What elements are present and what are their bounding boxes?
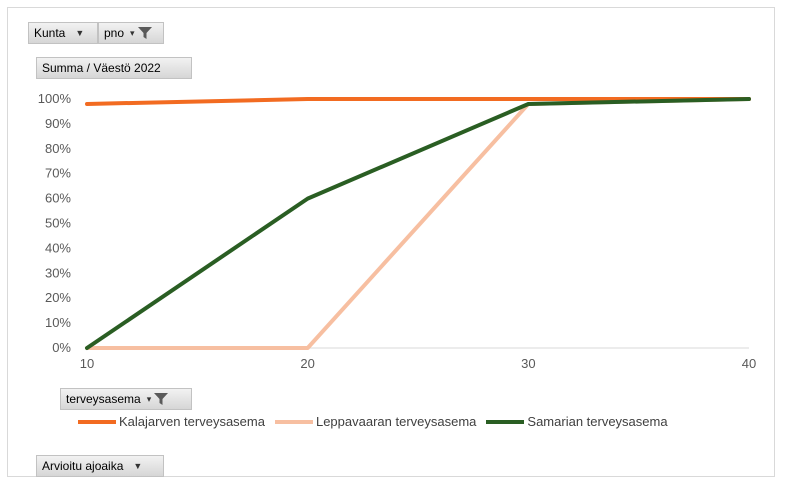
x-tick-label: 30: [521, 356, 535, 371]
pno-field-button[interactable]: pno ▾: [98, 22, 164, 44]
legend-swatch: [78, 419, 116, 424]
kunta-field-label: Kunta: [34, 26, 66, 40]
y-tick-label: 40%: [45, 240, 71, 255]
terveysasema-field-button[interactable]: terveysasema ▾: [60, 388, 192, 410]
chevron-down-icon[interactable]: ▾: [130, 27, 135, 38]
legend-swatch: [486, 419, 525, 424]
chevron-down-icon[interactable]: ▼: [133, 461, 143, 471]
series-line[interactable]: [85, 97, 751, 350]
pno-field-label: pno: [104, 26, 125, 40]
arvioitu-ajoaika-field-button[interactable]: Arvioitu ajoaika ▼: [36, 455, 164, 477]
legend-label: Kalajarven terveysasema: [119, 414, 265, 429]
chevron-down-icon[interactable]: ▾: [146, 393, 152, 404]
x-tick-label: 40: [742, 356, 756, 371]
legend-swatch: [274, 419, 313, 424]
summa-value-label: Summa / Väestö 2022: [42, 61, 161, 75]
y-tick-label: 20%: [45, 290, 71, 305]
legend-item[interactable]: Leppavaaran terveysasema: [274, 414, 477, 429]
y-tick-label: 90%: [45, 116, 71, 131]
filter-funnel-icon[interactable]: [153, 392, 169, 406]
chevron-down-icon[interactable]: ▼: [75, 28, 85, 38]
legend-label: Samarian terveysasema: [527, 414, 668, 429]
y-tick-label: 0%: [52, 340, 71, 355]
y-tick-label: 30%: [45, 265, 71, 280]
kunta-field-button[interactable]: Kunta ▼: [28, 22, 98, 44]
y-tick-label: 10%: [45, 315, 71, 330]
y-tick-label: 70%: [45, 166, 71, 181]
summa-value-field[interactable]: Summa / Väestö 2022: [36, 57, 192, 79]
x-tick-label: 20: [300, 356, 314, 371]
terveysasema-field-label: terveysasema: [66, 392, 141, 406]
series-line[interactable]: [85, 97, 751, 350]
y-tick-label: 60%: [45, 191, 71, 206]
legend-label: Leppavaaran terveysasema: [315, 414, 477, 429]
x-tick-label: 10: [80, 356, 94, 371]
legend-item[interactable]: Kalajarven terveysasema: [78, 414, 265, 429]
y-tick-label: 50%: [45, 216, 71, 231]
legend-item[interactable]: Samarian terveysasema: [486, 414, 668, 429]
y-tick-label: 100%: [38, 91, 72, 106]
y-tick-label: 80%: [45, 141, 71, 156]
filter-funnel-icon[interactable]: [137, 26, 153, 40]
series-line[interactable]: [85, 97, 751, 106]
arvioitu-ajoaika-label: Arvioitu ajoaika: [42, 459, 124, 473]
chart-legend: Kalajarven terveysasema Leppavaaran terv…: [78, 414, 678, 429]
